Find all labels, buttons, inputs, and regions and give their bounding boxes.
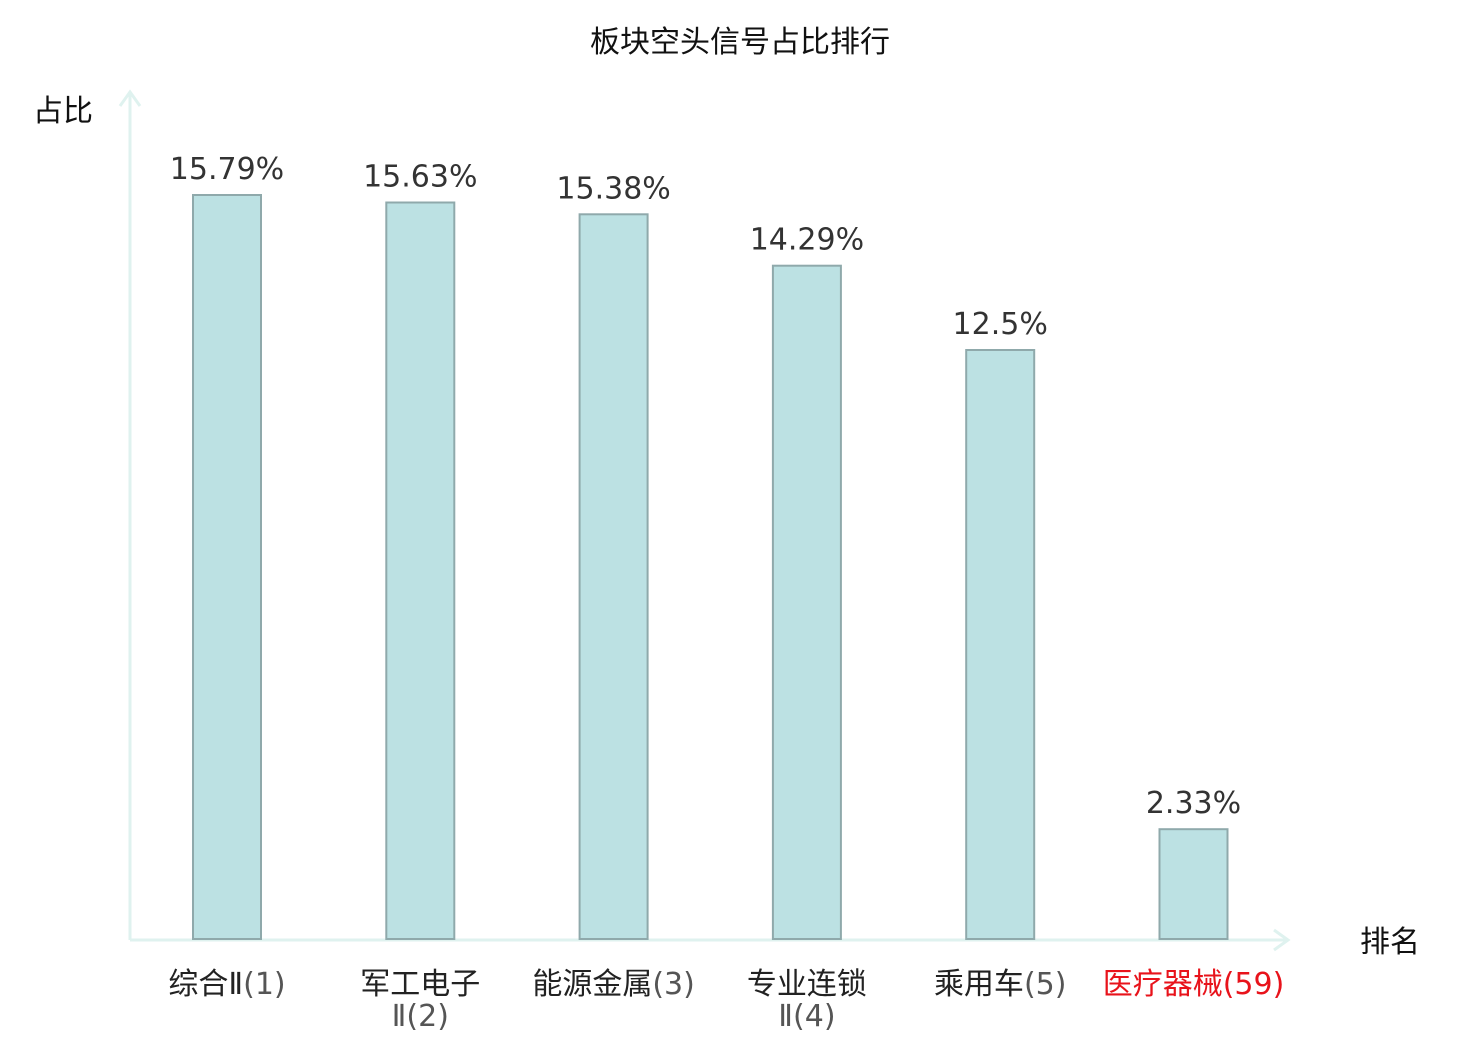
tick-label: 综合Ⅱ(1) <box>168 967 285 1002</box>
x-axis-label: 排名 <box>1360 925 1420 960</box>
x-axis-arrow <box>1273 928 1291 952</box>
bar <box>385 201 456 940</box>
tick-label: 能源金属(3) <box>532 967 695 1002</box>
bar <box>578 213 649 941</box>
data-label: 15.79% <box>170 152 284 187</box>
tick-label-line2: Ⅱ(2) <box>392 999 449 1034</box>
data-label: 2.33% <box>1146 786 1241 821</box>
tick-label: 专业连锁 <box>747 967 867 1002</box>
y-axis-label: 占比 <box>33 94 93 129</box>
bar <box>1158 828 1229 941</box>
data-label: 15.63% <box>363 160 477 195</box>
tick-label: 乘用车(5) <box>934 967 1066 1002</box>
bar <box>771 264 842 940</box>
bar <box>965 349 1036 940</box>
bar <box>192 194 262 940</box>
chart-title: 板块空头信号占比排行 <box>590 25 890 60</box>
axes <box>118 89 1291 952</box>
y-axis-arrow <box>118 89 142 107</box>
tick-label-line2: Ⅱ(4) <box>778 999 835 1034</box>
data-label: 14.29% <box>750 223 864 258</box>
data-label: 15.38% <box>556 171 670 206</box>
tick-label: 军工电子 <box>360 967 480 1002</box>
data-label: 12.5% <box>953 307 1048 342</box>
tick-label: 医疗器械(59) <box>1103 967 1285 1002</box>
value-labels: 15.79% 15.63% 15.38% 14.29% 12.5% 2.33% <box>170 152 1241 821</box>
bars <box>192 194 1229 941</box>
